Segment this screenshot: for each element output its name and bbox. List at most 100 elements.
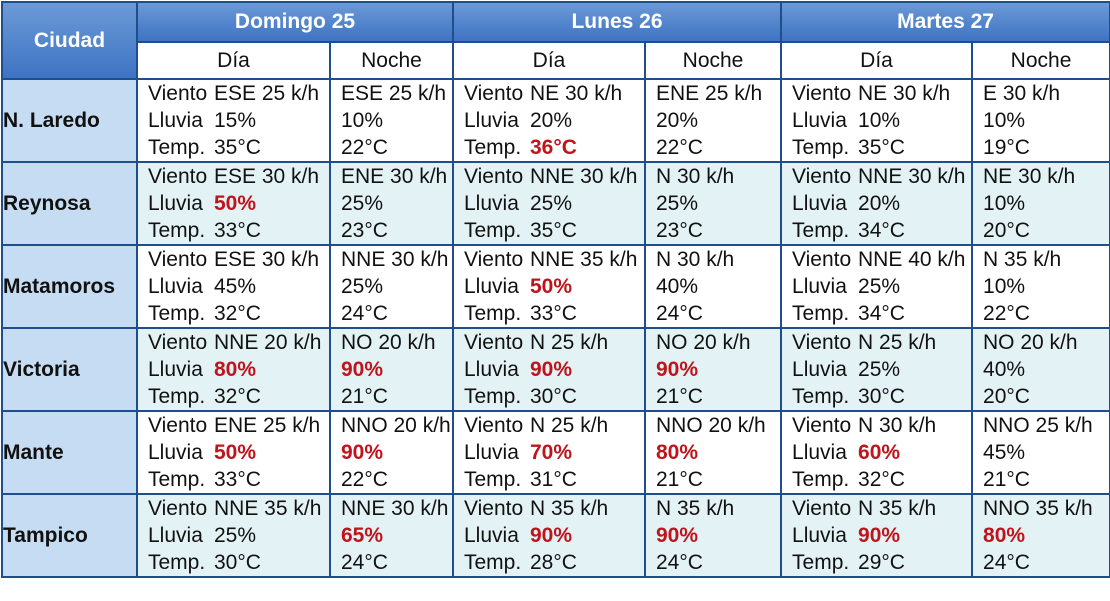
rain-value: 25% bbox=[858, 275, 901, 298]
rain-line: 80% bbox=[983, 522, 1108, 549]
temp-line: Temp. 36°C bbox=[464, 134, 643, 160]
temp-value: 29°C bbox=[858, 551, 905, 574]
rain-line: Lluvia 20% bbox=[464, 107, 643, 134]
period-header-day: Día bbox=[780, 41, 974, 80]
temp-value: 24°C bbox=[656, 302, 703, 325]
forecast-cell-day: Viento NE 30 k/h Lluvia 10% Temp. 35°C bbox=[780, 78, 974, 163]
wind-line: Viento NE 30 k/h bbox=[464, 81, 643, 107]
temp-line: Temp. 30°C bbox=[792, 383, 970, 409]
rain-label: Lluvia bbox=[464, 109, 519, 132]
rain-label: Lluvia bbox=[148, 524, 203, 547]
period-header-day: Día bbox=[452, 41, 646, 80]
temp-line: 20°C bbox=[983, 217, 1108, 243]
temp-line: 22°C bbox=[656, 134, 779, 160]
temp-value: 35°C bbox=[530, 219, 577, 242]
temp-value: 30°C bbox=[214, 551, 261, 574]
temp-line: Temp. 28°C bbox=[464, 549, 643, 575]
forecast-cell-day: Viento N 30 k/h Lluvia 60% Temp. 32°C bbox=[780, 410, 974, 495]
temp-label: Temp. bbox=[148, 302, 206, 325]
wind-value: NNE 30 k/h bbox=[858, 165, 966, 188]
temp-value: 22°C bbox=[341, 468, 388, 491]
temp-label: Temp. bbox=[464, 302, 522, 325]
wind-value: NNE 35 k/h bbox=[214, 497, 322, 520]
wind-value: ESE 25 k/h bbox=[341, 82, 447, 105]
forecast-cell-night: NNO 35 k/h 80% 24°C bbox=[971, 493, 1110, 578]
wind-label: Viento bbox=[148, 165, 208, 188]
rain-line: 25% bbox=[656, 190, 779, 217]
wind-label: Viento bbox=[464, 331, 524, 354]
period-header-night: Noche bbox=[329, 41, 454, 80]
temp-line: Temp. 34°C bbox=[792, 300, 970, 326]
wind-value: NE 30 k/h bbox=[983, 165, 1076, 188]
wind-line: NNE 30 k/h bbox=[341, 496, 451, 522]
rain-value: 25% bbox=[656, 192, 699, 215]
rain-label: Lluvia bbox=[792, 192, 847, 215]
rain-value: 80% bbox=[656, 441, 699, 464]
rain-line: Lluvia 70% bbox=[464, 439, 643, 466]
wind-value: N 25 k/h bbox=[530, 414, 609, 437]
period-header-day: Día bbox=[136, 41, 331, 80]
forecast-cell-day: Viento ESE 30 k/h Lluvia 50% Temp. 33°C bbox=[136, 161, 331, 246]
rain-line: 65% bbox=[341, 522, 451, 549]
rain-value: 20% bbox=[656, 109, 699, 132]
wind-value: E 30 k/h bbox=[983, 82, 1061, 105]
rain-line: 40% bbox=[983, 356, 1108, 383]
rain-label: Lluvia bbox=[464, 524, 519, 547]
wind-line: N 35 k/h bbox=[656, 496, 779, 522]
city-row: N. Laredo Viento ESE 25 k/h Lluvia 15% Temp. 3… bbox=[1, 78, 1110, 163]
temp-line: Temp. 35°C bbox=[464, 217, 643, 243]
wind-label: Viento bbox=[792, 82, 852, 105]
wind-line: Viento N 25 k/h bbox=[464, 413, 643, 439]
temp-value: 24°C bbox=[656, 551, 703, 574]
forecast-cell-night: NNO 20 k/h 90% 22°C bbox=[329, 410, 454, 495]
wind-label: Viento bbox=[464, 414, 524, 437]
day-header-lunes: Lunes 26 bbox=[451, 1, 783, 43]
rain-value: 15% bbox=[214, 109, 257, 132]
wind-value: N 35 k/h bbox=[983, 248, 1062, 271]
rain-line: 90% bbox=[341, 356, 451, 383]
forecast-cell-day: Viento NE 30 k/h Lluvia 20% Temp. 36°C bbox=[452, 78, 646, 163]
wind-label: Viento bbox=[148, 414, 208, 437]
forecast-cell-day: Viento ESE 30 k/h Lluvia 45% Temp. 32°C bbox=[136, 244, 331, 329]
city-row: Mante Viento ENE 25 k/h Lluvia 50% Temp. 33°C N… bbox=[1, 410, 1110, 495]
temp-value: 34°C bbox=[858, 219, 905, 242]
temp-value: 33°C bbox=[214, 219, 261, 242]
wind-line: N 35 k/h bbox=[983, 247, 1108, 273]
rain-value: 60% bbox=[858, 441, 901, 464]
wind-value: N 30 k/h bbox=[656, 248, 735, 271]
wind-line: NE 30 k/h bbox=[983, 164, 1108, 190]
rain-line: Lluvia 50% bbox=[464, 273, 643, 300]
rain-label: Lluvia bbox=[464, 358, 519, 381]
temp-line: 22°C bbox=[341, 466, 451, 492]
wind-line: NNO 20 k/h bbox=[656, 413, 779, 439]
wind-line: Viento ESE 30 k/h bbox=[148, 247, 328, 273]
rain-line: Lluvia 25% bbox=[792, 356, 970, 383]
rain-line: Lluvia 25% bbox=[464, 190, 643, 217]
temp-line: Temp. 33°C bbox=[148, 217, 328, 243]
wind-value: NNE 30 k/h bbox=[341, 248, 449, 271]
wind-value: N 30 k/h bbox=[656, 165, 735, 188]
wind-value: NO 20 k/h bbox=[341, 331, 436, 354]
forecast-cell-day: Viento N 35 k/h Lluvia 90% Temp. 29°C bbox=[780, 493, 974, 578]
city-name: Tampico bbox=[1, 493, 138, 578]
rain-value: 70% bbox=[530, 441, 573, 464]
wind-value: NNE 40 k/h bbox=[858, 248, 966, 271]
wind-value: NE 30 k/h bbox=[530, 82, 623, 105]
temp-value: 24°C bbox=[341, 551, 388, 574]
rain-value: 90% bbox=[341, 358, 384, 381]
day-header-domingo: Domingo 25 bbox=[136, 1, 454, 43]
wind-value: N 30 k/h bbox=[858, 414, 937, 437]
temp-value: 32°C bbox=[214, 302, 261, 325]
rain-line: Lluvia 10% bbox=[792, 107, 970, 134]
rain-value: 40% bbox=[656, 275, 699, 298]
temp-label: Temp. bbox=[148, 551, 206, 574]
rain-line: Lluvia 25% bbox=[792, 273, 970, 300]
city-name: Mante bbox=[1, 410, 138, 495]
rain-value: 50% bbox=[214, 192, 257, 215]
rain-line: 90% bbox=[656, 522, 779, 549]
temp-label: Temp. bbox=[148, 219, 206, 242]
wind-value: ENE 25 k/h bbox=[214, 414, 321, 437]
temp-label: Temp. bbox=[464, 551, 522, 574]
temp-label: Temp. bbox=[464, 468, 522, 491]
temp-value: 30°C bbox=[858, 385, 905, 408]
